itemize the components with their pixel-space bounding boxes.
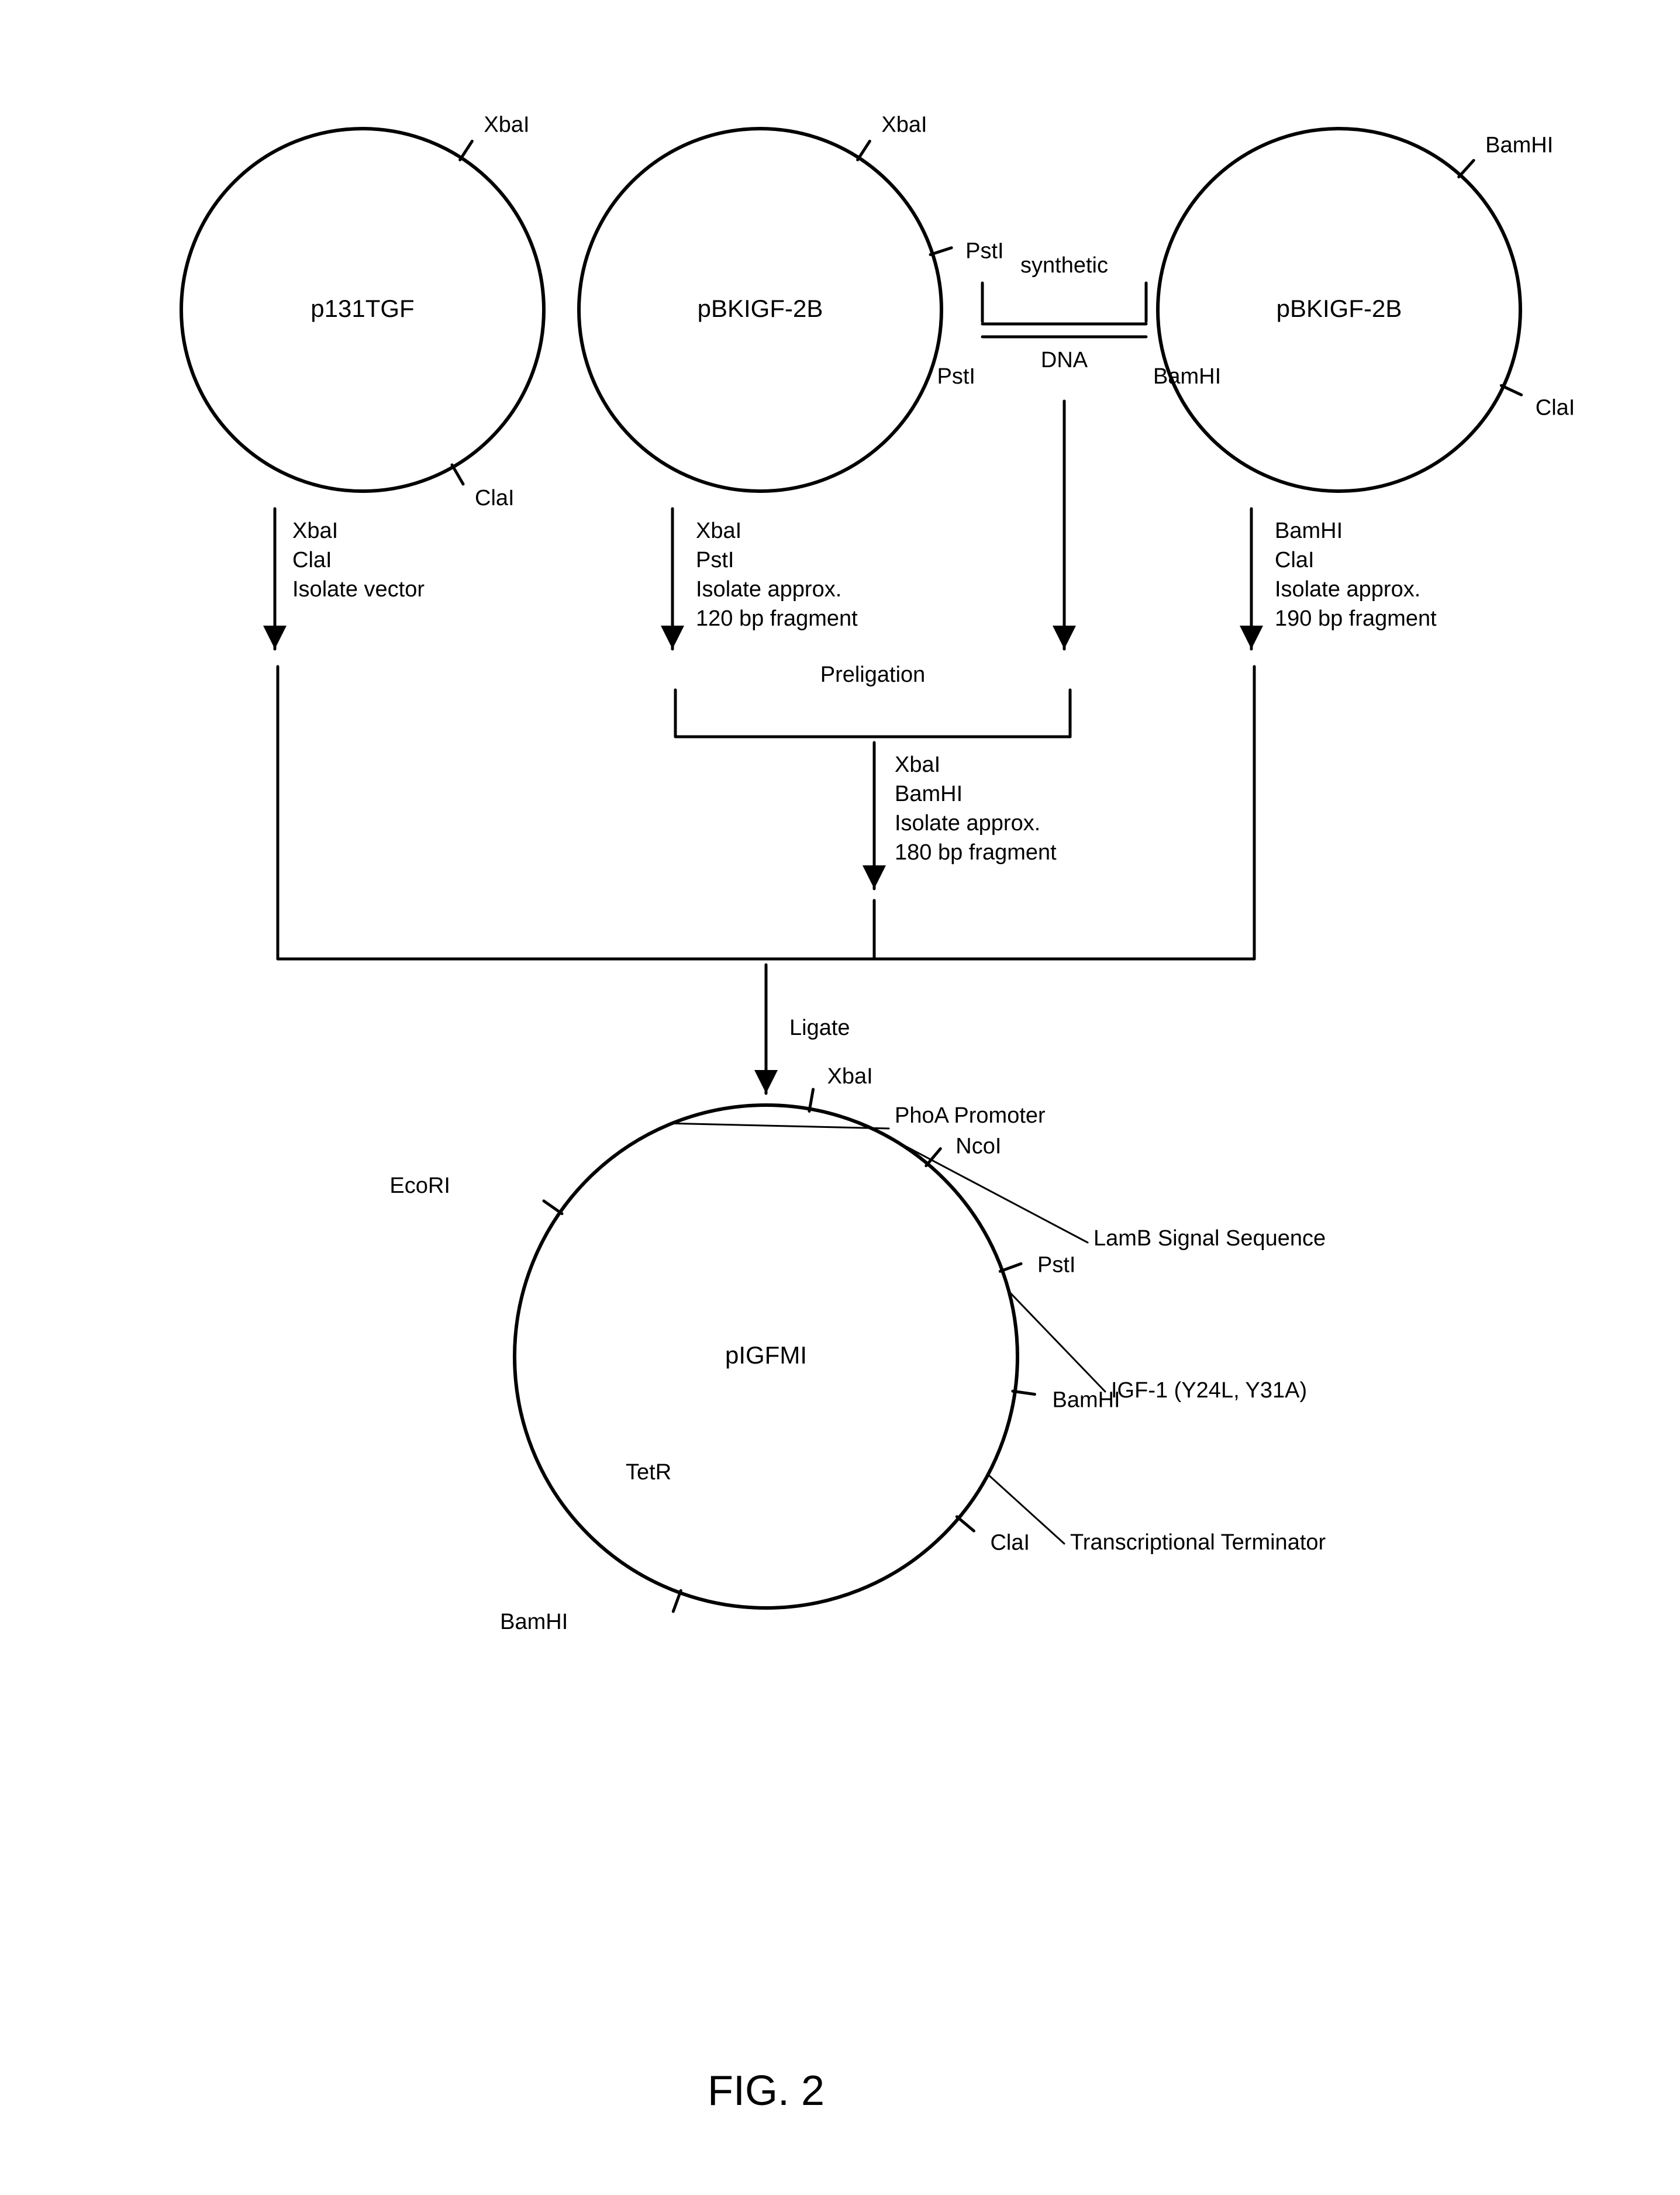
svg-text:synthetic: synthetic <box>1020 253 1108 278</box>
plasmid: pBKIGF-2B XbaI PstI <box>579 112 1004 491</box>
svg-text:pIGFMI: pIGFMI <box>725 1341 807 1369</box>
svg-text:BamHI: BamHI <box>895 782 963 806</box>
svg-text:ClaI: ClaI <box>475 486 515 510</box>
svg-text:120 bp fragment: 120 bp fragment <box>696 606 858 631</box>
svg-text:Isolate approx.: Isolate approx. <box>895 811 1040 836</box>
svg-text:XbaI: XbaI <box>827 1064 873 1089</box>
svg-text:ClaI: ClaI <box>990 1530 1030 1555</box>
svg-text:190 bp fragment: 190 bp fragment <box>1275 606 1437 631</box>
svg-text:BamHI: BamHI <box>1052 1388 1120 1413</box>
svg-text:ClaI: ClaI <box>1275 548 1315 572</box>
svg-text:DNA: DNA <box>1041 348 1088 372</box>
svg-text:XbaI: XbaI <box>484 112 529 137</box>
svg-text:FIG. 2: FIG. 2 <box>708 2068 825 2114</box>
svg-text:BamHI: BamHI <box>500 1610 568 1634</box>
svg-text:XbaI: XbaI <box>292 519 338 543</box>
svg-text:PstI: PstI <box>696 548 734 572</box>
svg-text:PstI: PstI <box>937 364 975 389</box>
svg-text:EcoRI: EcoRI <box>389 1174 450 1198</box>
svg-text:LamB Signal Sequence: LamB Signal Sequence <box>1093 1226 1326 1251</box>
svg-text:BamHI: BamHI <box>1153 364 1221 389</box>
svg-text:Isolate vector: Isolate vector <box>292 577 425 602</box>
svg-text:pBKIGF-2B: pBKIGF-2B <box>1277 295 1402 322</box>
svg-text:PhoA Promoter: PhoA Promoter <box>895 1103 1046 1128</box>
svg-text:XbaI: XbaI <box>881 112 927 137</box>
svg-text:PstI: PstI <box>965 239 1003 264</box>
svg-text:BamHI: BamHI <box>1485 133 1553 157</box>
svg-text:BamHI: BamHI <box>1275 519 1343 543</box>
svg-text:pBKIGF-2B: pBKIGF-2B <box>698 295 823 322</box>
plasmid: pBKIGF-2B BamHI ClaI <box>1158 129 1575 491</box>
svg-text:Ligate: Ligate <box>789 1016 850 1040</box>
svg-text:XbaI: XbaI <box>696 519 741 543</box>
svg-text:180 bp fragment: 180 bp fragment <box>895 840 1057 865</box>
svg-text:Isolate approx.: Isolate approx. <box>696 577 841 602</box>
svg-text:TetR: TetR <box>626 1460 671 1485</box>
svg-text:PstI: PstI <box>1037 1252 1075 1277</box>
svg-text:Transcriptional Terminator: Transcriptional Terminator <box>1070 1530 1326 1555</box>
plasmid: pIGFMI EcoRI XbaI NcoI PstI BamHI ClaI BamHI <box>389 1064 1120 1634</box>
svg-text:IGF-1 (Y24L, Y31A): IGF-1 (Y24L, Y31A) <box>1111 1378 1307 1403</box>
svg-text:ClaI: ClaI <box>292 548 332 572</box>
svg-text:Preligation: Preligation <box>820 662 926 687</box>
svg-text:ClaI: ClaI <box>1536 395 1575 420</box>
svg-text:XbaI: XbaI <box>895 753 940 777</box>
svg-text:NcoI: NcoI <box>955 1134 1001 1159</box>
svg-text:Isolate approx.: Isolate approx. <box>1275 577 1420 602</box>
plasmid: p131TGF XbaI ClaI <box>181 112 544 510</box>
svg-text:p131TGF: p131TGF <box>311 295 414 322</box>
